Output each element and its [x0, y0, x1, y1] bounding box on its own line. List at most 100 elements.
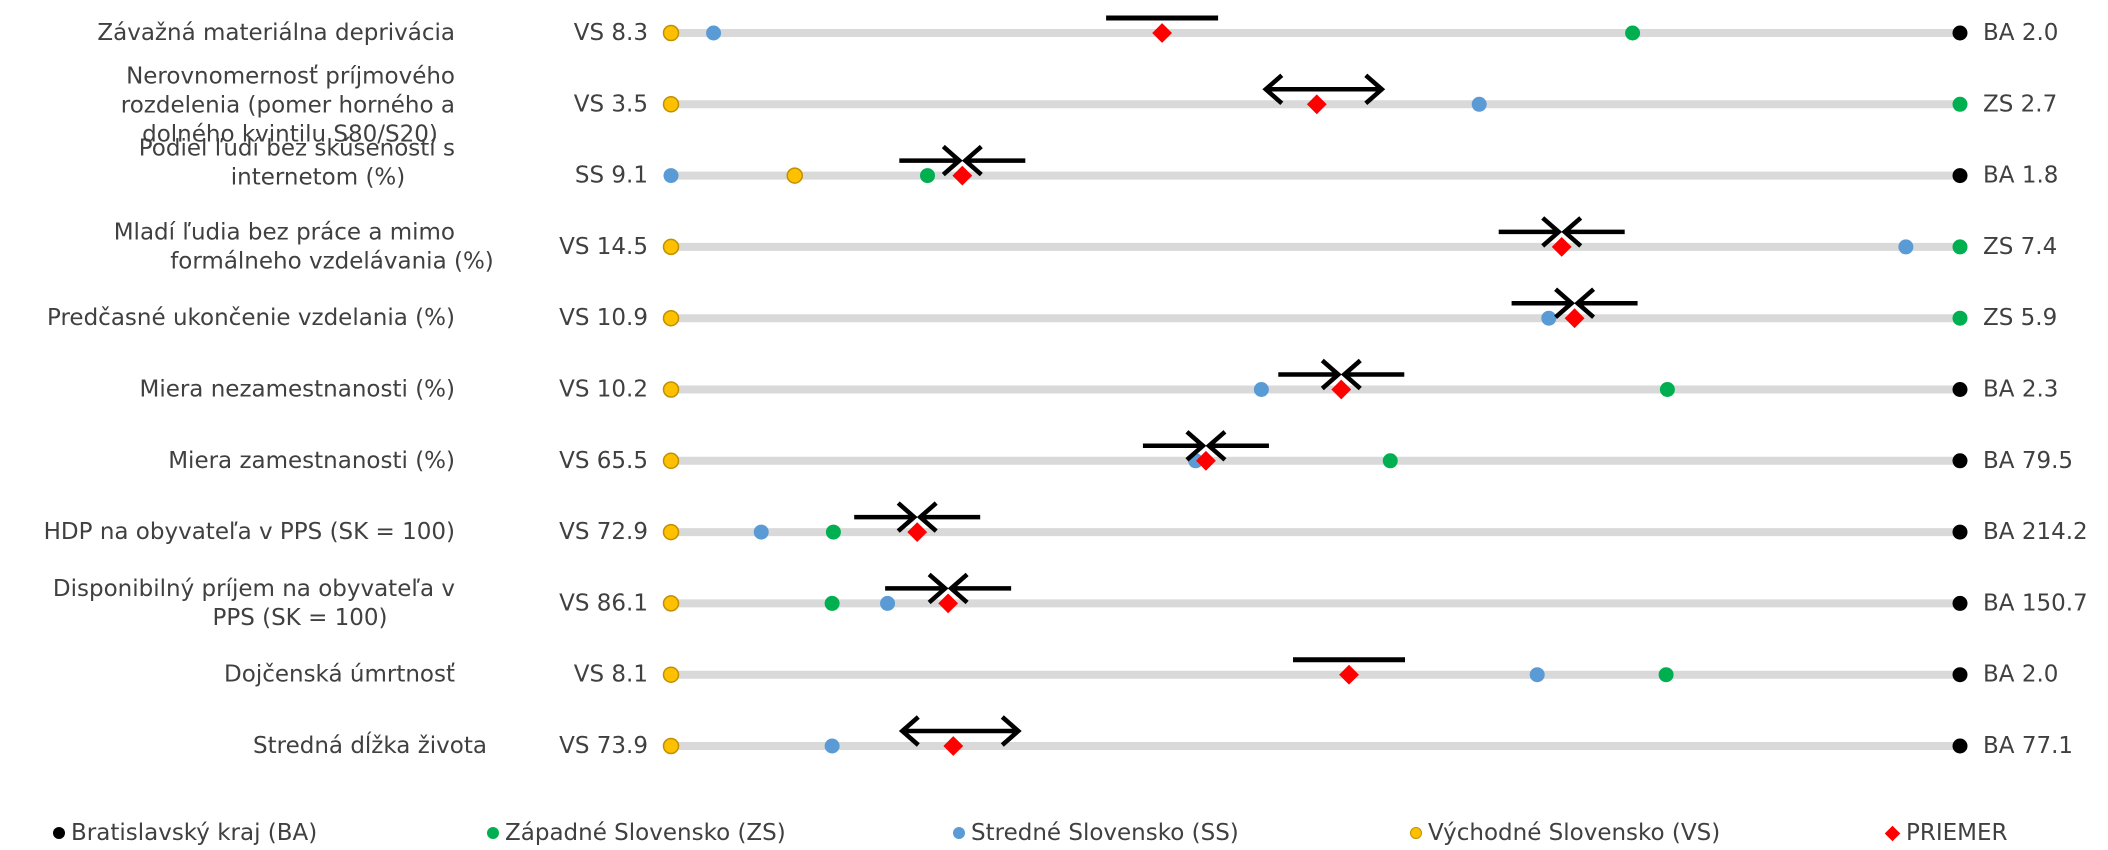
left-endpoint-dot — [662, 96, 680, 113]
right-endpoint-dot — [1952, 738, 1968, 754]
legend-vs-dot-icon — [1410, 827, 1422, 839]
right-endpoint-dot — [1952, 239, 1968, 255]
convergence-arrow-left — [941, 144, 963, 177]
legend-item-ba: Bratislavský kraj (BA) — [53, 820, 317, 846]
average-diamond — [1331, 379, 1352, 400]
right-value-label: BA 2.3 — [1983, 377, 2058, 403]
point-zs — [1658, 667, 1674, 683]
left-value-label: VS 3.5 — [574, 91, 648, 117]
point-ss — [1541, 310, 1557, 326]
row-label-line: Podiel ľudí bez skúseností s — [139, 136, 455, 162]
row-label-line: Miera zamestnanosti (%) — [168, 448, 455, 474]
convergence-arrow-left — [1320, 358, 1342, 391]
row-label-line: Disponibilný príjem na obyvateľa v — [53, 576, 455, 602]
legend-ss-dot-icon — [953, 827, 965, 839]
convergence-arrow-right — [916, 501, 938, 533]
left-value-label: VS 14.5 — [559, 234, 648, 260]
legend-ba-dot-icon — [53, 827, 65, 839]
right-value-label: ZS 2.7 — [1983, 91, 2057, 117]
right-endpoint-dot — [1952, 595, 1968, 611]
left-endpoint-dot — [662, 523, 680, 541]
right-value-label: BA 77.1 — [1983, 733, 2073, 759]
point-zs — [1382, 453, 1398, 469]
divergence-arrow-left — [898, 715, 920, 747]
row-label-line: Mladí ľudia bez práce a mimo — [114, 219, 455, 245]
left-value-label: VS 86.1 — [559, 590, 648, 616]
chart-legend: Bratislavský kraj (BA) Západné Slovensko… — [0, 820, 2108, 850]
left-endpoint-dot — [662, 737, 680, 755]
left-value-label: VS 65.5 — [559, 448, 648, 474]
left-value-label: VS 8.1 — [574, 662, 648, 688]
row-label-line: Predčasné ukončenie vzdelania (%) — [47, 305, 455, 331]
left-value-label: VS 73.9 — [559, 733, 648, 759]
dot-range-chart: Závažná materiálna deprivácia VS 8.3 BA 2.… — [44, 15, 2088, 759]
left-endpoint-dot — [662, 452, 680, 470]
average-diamond — [1306, 94, 1327, 115]
row-label-line: Závažná materiálna deprivácia — [97, 20, 455, 46]
point-ss — [1898, 239, 1914, 255]
right-value-label: ZS 7.4 — [1983, 234, 2057, 260]
right-value-label: BA 150.7 — [1983, 590, 2088, 616]
right-value-label: BA 79.5 — [1983, 448, 2073, 474]
legend-ba-label: Bratislavský kraj (BA) — [71, 820, 318, 846]
left-endpoint-dot — [663, 168, 679, 184]
left-endpoint-dot — [662, 238, 680, 256]
average-diamond — [938, 593, 959, 614]
right-endpoint-dot — [1952, 25, 1968, 41]
row-label-line: Dojčenská úmrtnosť — [224, 662, 455, 688]
point-ss — [1471, 96, 1487, 112]
average-diamond — [952, 165, 973, 186]
legend-item-zs: Západné Slovensko (ZS) — [487, 820, 786, 846]
right-value-label: ZS 5.9 — [1983, 305, 2057, 331]
legend-ss-label: Stredné Slovensko (SS) — [971, 820, 1239, 846]
point-ss — [753, 524, 769, 540]
right-endpoint-dot — [1952, 667, 1968, 683]
point-ss — [706, 25, 722, 41]
point-ss — [880, 595, 896, 611]
legend-priemer-label: PRIEMER — [1906, 820, 2008, 846]
average-diamond — [1152, 23, 1173, 43]
row-label-line: HDP na obyvateľa v PPS (SK = 100) — [44, 519, 455, 545]
row-label-line: rozdelenia (pomer horného a — [121, 92, 455, 118]
divergence-arrow-right — [1000, 715, 1022, 747]
left-value-label: VS 10.2 — [559, 377, 648, 403]
average-diamond — [1564, 308, 1585, 329]
convergence-arrow-right — [1340, 358, 1362, 391]
convergence-arrow-left — [927, 572, 949, 605]
average-diamond — [1196, 450, 1216, 471]
right-endpoint-dot — [1952, 524, 1968, 540]
legend-item-ss: Stredné Slovensko (SS) — [953, 820, 1239, 846]
right-endpoint-dot — [1952, 168, 1968, 184]
convergence-arrow-left — [1541, 216, 1563, 248]
divergence-arrow-left — [1262, 73, 1284, 105]
right-endpoint-dot — [1952, 453, 1968, 469]
left-value-label: VS 10.9 — [559, 305, 648, 331]
row-label-line: Nerovnomernosť príjmového — [126, 63, 455, 89]
right-value-label: BA 1.8 — [1983, 163, 2058, 189]
left-value-label: VS 8.3 — [574, 20, 648, 46]
convergence-arrow-left — [896, 501, 918, 533]
legend-priemer-diamond-icon — [1884, 825, 1901, 841]
legend-vs-label: Východné Slovensko (VS) — [1428, 820, 1721, 846]
left-endpoint-dot — [662, 666, 680, 683]
left-value-label: VS 72.9 — [559, 519, 648, 545]
convergence-arrow-right — [947, 572, 969, 605]
right-endpoint-dot — [1952, 382, 1968, 397]
convergence-arrow-left — [1554, 287, 1576, 319]
point-zs — [824, 595, 840, 611]
point-ss — [1529, 667, 1545, 683]
legend-item-priemer: PRIEMER — [1884, 820, 2008, 846]
convergence-arrow-right — [1205, 430, 1227, 462]
row-label-line: Stredná dĺžka života — [253, 731, 487, 759]
left-endpoint-dot — [662, 309, 680, 327]
point-zs — [1659, 382, 1675, 397]
point-zs — [920, 168, 936, 184]
row-label-line: PPS (SK = 100) — [212, 605, 387, 631]
row-label-line: formálneho vzdelávania (%) — [170, 248, 494, 274]
right-value-label: BA 2.0 — [1983, 662, 2058, 688]
row-label-line: Miera nezamestnanosti (%) — [139, 377, 455, 403]
right-endpoint-dot — [1952, 310, 1968, 326]
point-zs — [1625, 25, 1641, 41]
convergence-arrow-right — [1561, 216, 1583, 248]
right-value-label: BA 2.0 — [1983, 20, 2058, 46]
